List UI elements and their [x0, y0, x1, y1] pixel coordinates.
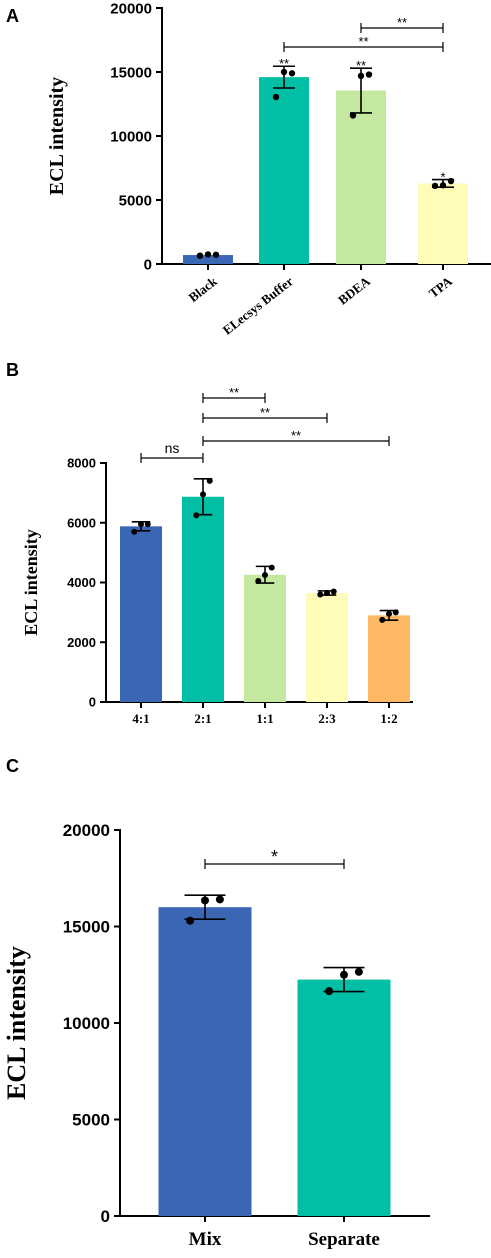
- bar-a: [259, 77, 309, 265]
- y-tick-label-b: 0: [89, 695, 96, 710]
- data-point-b: [262, 572, 268, 579]
- category-label-a: BDEA: [335, 273, 373, 307]
- bar-a: [336, 90, 386, 264]
- data-point-c: [354, 967, 363, 976]
- data-point-a: [288, 70, 296, 77]
- y-tick-label-c: 0: [101, 1207, 110, 1226]
- data-point-b: [392, 609, 399, 616]
- data-point-b: [144, 521, 151, 528]
- bar-b: [182, 496, 224, 702]
- data-point-b: [268, 564, 275, 571]
- bar-b: [368, 615, 410, 702]
- bar-significance-a: *: [440, 170, 445, 185]
- data-point-a: [365, 71, 373, 78]
- bar-significance-a: **: [356, 58, 366, 73]
- data-point-b: [200, 491, 206, 498]
- y-tick-label-a: 20000: [110, 0, 152, 17]
- y-tick-label-b: 4000: [67, 575, 96, 590]
- data-point-a: [357, 72, 365, 80]
- y-tick-label-a: 10000: [110, 128, 152, 145]
- data-point-b: [206, 477, 213, 484]
- data-point-a: [272, 93, 280, 101]
- data-point-a: [280, 68, 288, 76]
- category-label-c: Mix: [189, 1229, 222, 1250]
- bracket-label-c: *: [271, 847, 278, 867]
- y-tick-label-a: 0: [144, 256, 152, 273]
- y-tick-label-c: 5000: [72, 1110, 110, 1129]
- data-point-c: [186, 916, 195, 925]
- bracket-label-a: **: [358, 34, 368, 49]
- category-label-a: Black: [186, 273, 221, 305]
- category-label-b: 2:1: [194, 711, 211, 726]
- data-point-c: [215, 895, 224, 904]
- bracket-label-a: **: [397, 15, 407, 30]
- y-tick-label-c: 20000: [63, 821, 110, 840]
- panel-letter-c: C: [6, 756, 19, 776]
- panel-letter-b: B: [6, 360, 19, 380]
- data-point-b: [386, 610, 392, 617]
- category-label-b: 1:1: [256, 711, 273, 726]
- data-point-a: [349, 112, 357, 119]
- data-point-b: [255, 578, 262, 585]
- data-point-a: [431, 182, 439, 190]
- bar-c: [297, 979, 391, 1216]
- data-point-b: [330, 588, 337, 595]
- data-point-c: [340, 970, 348, 979]
- y-tick-label-a: 15000: [110, 64, 152, 81]
- data-point-a: [196, 252, 204, 259]
- data-point-c: [325, 987, 334, 996]
- data-point-a: [439, 182, 447, 189]
- bracket-label-b: **: [291, 428, 301, 443]
- y-axis-title-c: ECL intensity: [2, 946, 31, 1100]
- category-label-b: 1:2: [380, 711, 397, 726]
- bracket-label-b: **: [260, 405, 270, 420]
- data-point-a: [447, 177, 455, 185]
- data-point-b: [324, 589, 330, 596]
- y-tick-label-c: 15000: [63, 917, 110, 936]
- bar-a: [418, 183, 468, 264]
- data-point-b: [131, 528, 138, 535]
- data-point-b: [317, 591, 324, 598]
- bar-a: [183, 255, 233, 264]
- y-tick-label-a: 5000: [119, 192, 152, 209]
- data-point-a: [212, 251, 220, 258]
- bracket-label-b: ns: [165, 440, 180, 456]
- bracket-label-b: **: [229, 385, 239, 400]
- chart-c: 0 5000 10000 15000 20000 ECL intensity Mix Sepa…: [2, 821, 430, 1250]
- bar-b: [120, 526, 162, 702]
- chart-b: 0 2000 4000 6000 8000 ECL intensity 4:1 2:1 1:1 2…: [21, 385, 413, 726]
- y-tick-label-b: 6000: [67, 515, 96, 530]
- y-axis-title-a: ECL intensity: [46, 77, 68, 195]
- data-point-b: [193, 512, 200, 519]
- y-tick-label-b: 8000: [67, 456, 96, 471]
- y-tick-label-c: 10000: [63, 1014, 110, 1033]
- category-label-b: 4:1: [132, 711, 149, 726]
- bar-significance-a: **: [279, 56, 289, 71]
- data-point-b: [138, 521, 144, 528]
- y-axis-title-b: ECL intensity: [21, 529, 41, 636]
- bar-b: [244, 574, 286, 702]
- data-point-b: [379, 616, 386, 623]
- category-label-a: TPA: [426, 273, 455, 301]
- category-label-b: 2:3: [318, 711, 336, 726]
- category-label-a: ELecsys Buffer: [220, 273, 296, 337]
- data-point-c: [201, 896, 209, 905]
- data-point-a: [204, 251, 212, 258]
- bar-c: [158, 907, 252, 1216]
- category-label-c: Separate: [308, 1229, 380, 1250]
- y-tick-label-b: 2000: [67, 635, 96, 650]
- bar-b: [306, 592, 348, 702]
- panel-letter-a: A: [6, 6, 19, 26]
